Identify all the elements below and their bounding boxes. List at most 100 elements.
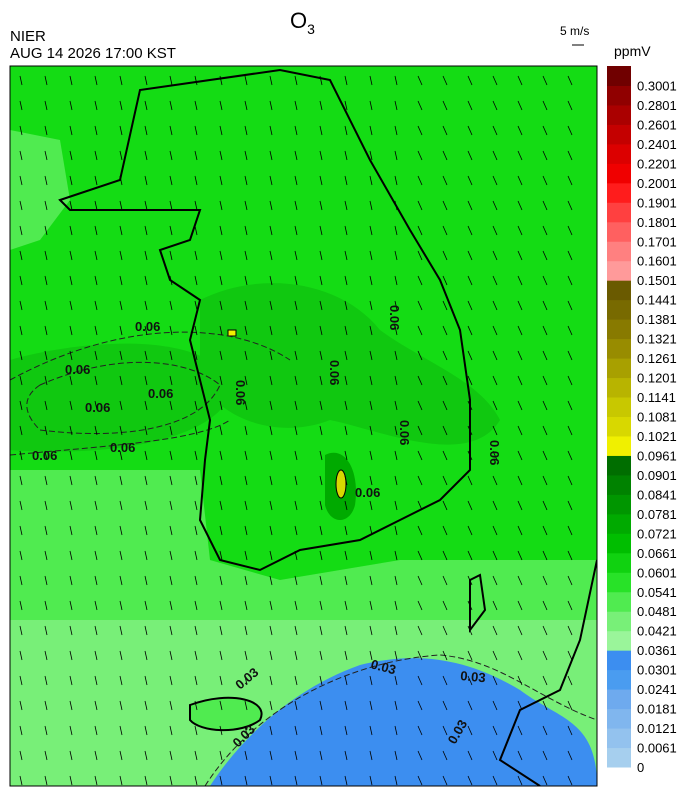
wind-arrow	[219, 200, 223, 211]
wind-arrow	[44, 700, 48, 711]
wind-arrow	[169, 325, 173, 336]
wind-arrow	[94, 275, 98, 286]
wind-arrow	[44, 550, 48, 561]
wind-arrow	[294, 775, 298, 786]
wind-arrow	[169, 775, 173, 786]
wind-arrow	[344, 775, 348, 786]
wind-arrow	[294, 600, 298, 611]
wind-arrow	[119, 75, 123, 86]
wind-arrow	[94, 725, 98, 736]
wind-arrow	[294, 225, 298, 236]
wind-arrow	[244, 650, 248, 661]
wind-arrow	[269, 400, 273, 411]
wind-arrow	[69, 350, 73, 361]
wind-arrow	[344, 100, 348, 111]
wind-arrow	[94, 200, 98, 211]
wind-arrow	[69, 700, 73, 711]
wind-arrow	[69, 525, 73, 536]
colorbar-cell	[607, 630, 631, 651]
wind-arrow	[294, 200, 298, 211]
wind-arrow	[567, 325, 573, 336]
colorbar-label: 0.0181	[637, 702, 677, 717]
wind-arrow	[394, 275, 398, 286]
wind-arrow	[69, 475, 73, 486]
wind-arrow	[169, 125, 173, 136]
wind-arrow	[467, 425, 473, 436]
wind-arrow	[269, 200, 273, 211]
wind-arrow	[119, 250, 123, 261]
wind-arrow	[567, 750, 573, 761]
wind-arrow	[294, 725, 298, 736]
wind-arrow	[467, 150, 473, 161]
wind-arrow	[442, 475, 448, 486]
wind-arrow	[417, 350, 423, 361]
wind-arrow	[517, 775, 523, 786]
wind-arrow	[94, 775, 98, 786]
wind-arrow	[567, 350, 573, 361]
contour-label: 0.06	[135, 319, 160, 334]
wind-arrow	[19, 450, 23, 461]
wind-arrow	[369, 775, 373, 786]
wind-arrow	[344, 225, 348, 236]
wind-arrow	[344, 175, 348, 186]
colorbar-cell	[607, 241, 631, 262]
wind-arrow	[567, 200, 573, 211]
wind-arrow	[319, 625, 323, 636]
wind-arrow	[244, 125, 248, 136]
wind-arrow	[517, 125, 523, 136]
wind-arrow	[194, 300, 198, 311]
wind-arrow	[169, 600, 173, 611]
wind-arrow	[44, 675, 48, 686]
wind-arrow	[144, 650, 148, 661]
wind-arrow	[369, 575, 373, 586]
wind-arrow	[269, 250, 273, 261]
wind-arrow	[417, 275, 423, 286]
wind-arrow	[294, 700, 298, 711]
contour	[10, 331, 291, 456]
wind-arrow	[492, 450, 498, 461]
wind-arrow	[19, 700, 23, 711]
wind-arrow	[394, 150, 398, 161]
wind-arrow	[119, 600, 123, 611]
wind-arrow	[517, 675, 523, 686]
wind-arrow	[194, 225, 198, 236]
wind-arrow	[417, 650, 423, 661]
wind-arrow	[442, 500, 448, 511]
wind-arrow	[492, 725, 498, 736]
colorbar-label: 0.0901	[637, 468, 677, 483]
colorbar-label: 0	[637, 760, 644, 775]
wind-arrow	[194, 700, 198, 711]
wind-arrow	[194, 525, 198, 536]
wind-arrow	[567, 650, 573, 661]
wind-arrow	[567, 175, 573, 186]
wind-arrow	[344, 425, 348, 436]
wind-arrow	[369, 175, 373, 186]
wind-arrow	[94, 225, 98, 236]
wind-arrow	[144, 175, 148, 186]
wind-arrow	[269, 650, 273, 661]
wind-arrow	[467, 575, 473, 586]
wind-arrow	[44, 450, 48, 461]
wind-arrow	[417, 750, 423, 761]
wind-arrow	[394, 200, 398, 211]
wind-arrow	[344, 750, 348, 761]
colorbar: 0 0.0061 0.0121 0.0181 0.0241 0.0301 0.0361 0.0…	[607, 66, 677, 775]
wind-arrow	[69, 150, 73, 161]
wind-arrow	[369, 475, 373, 486]
wind-arrow	[319, 325, 323, 336]
wind-arrow	[294, 275, 298, 286]
wind-arrow	[417, 150, 423, 161]
wind-arrow	[394, 325, 398, 336]
wind-arrow	[417, 75, 423, 86]
wind-arrow	[467, 725, 473, 736]
wind-arrow	[269, 550, 273, 561]
wind-arrow	[442, 75, 448, 86]
wind-arrow	[19, 325, 23, 336]
wind-arrow	[144, 325, 148, 336]
colorbar-cell	[607, 494, 631, 515]
wind-arrow	[369, 275, 373, 286]
wind-arrow	[19, 225, 23, 236]
wind-arrow	[269, 750, 273, 761]
wind-arrow	[94, 700, 98, 711]
wind-arrow	[369, 725, 373, 736]
